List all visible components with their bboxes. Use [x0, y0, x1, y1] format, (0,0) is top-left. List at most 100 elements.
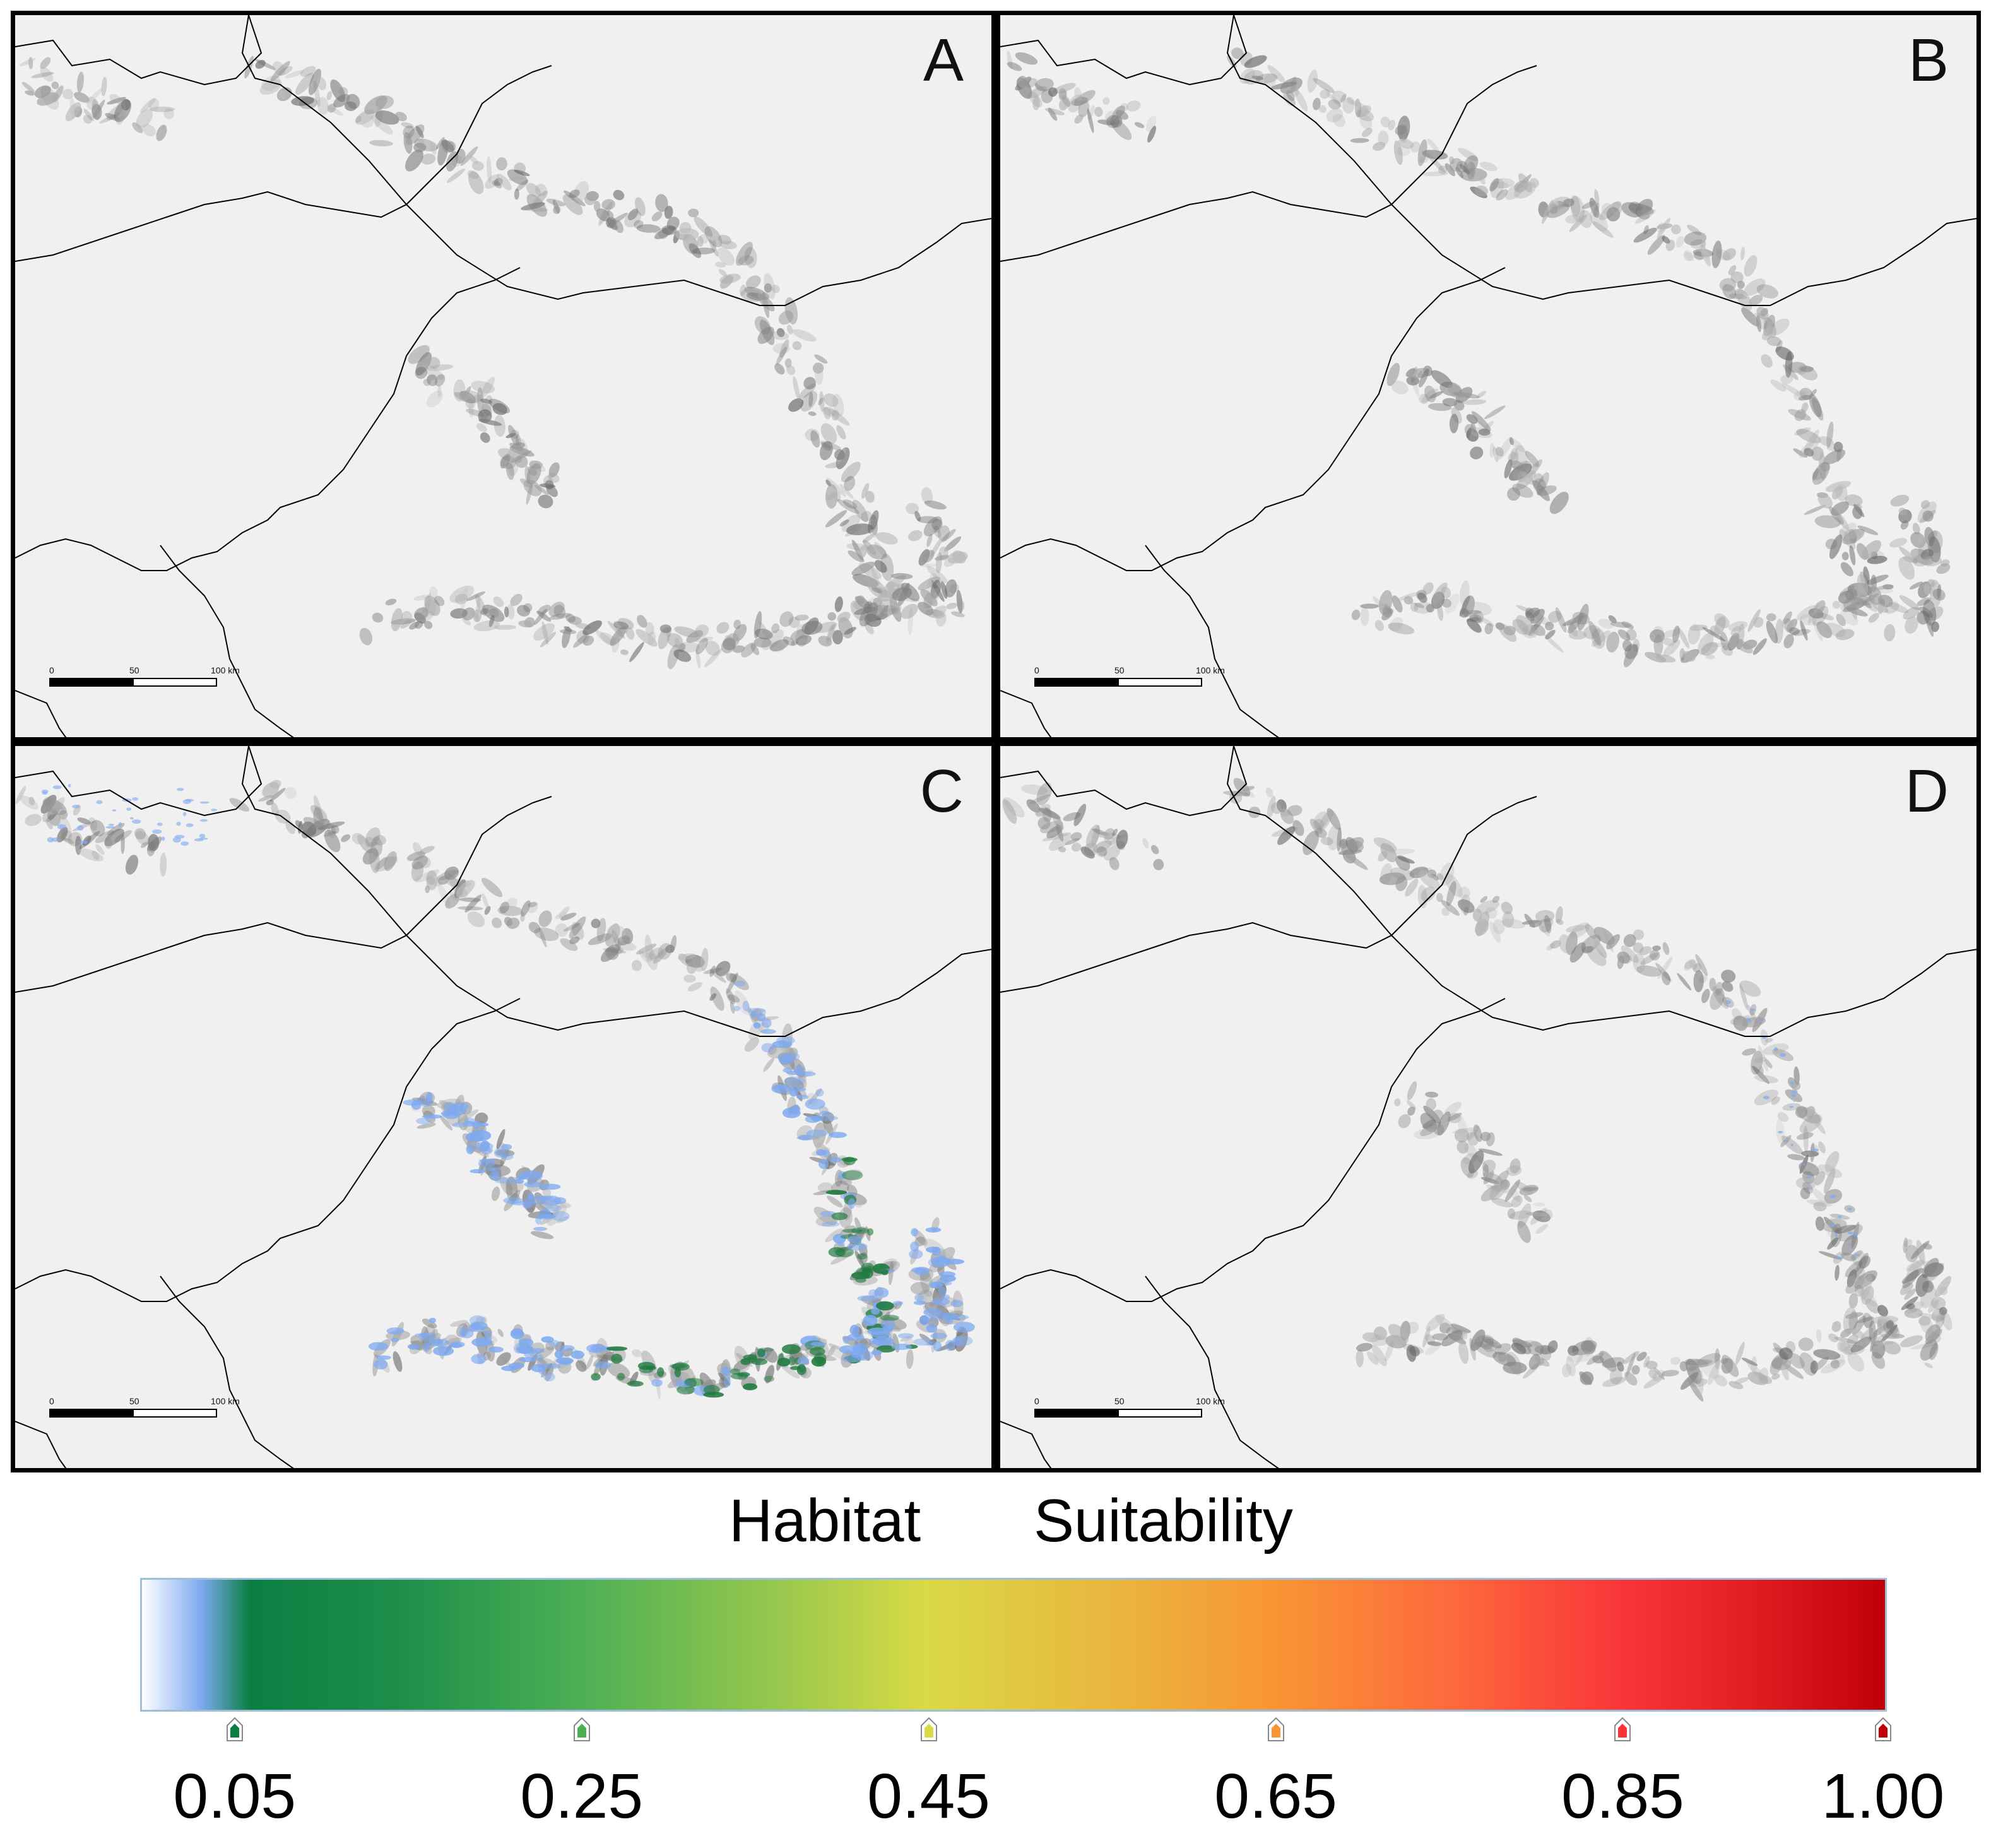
suitability-patch	[1780, 1053, 1786, 1057]
terrain-relief-mark	[1403, 596, 1414, 605]
terrain-relief-mark	[1929, 1342, 1939, 1360]
terrain-relief-mark	[1841, 552, 1849, 560]
terrain-relief-mark	[449, 585, 475, 603]
terrain-relief-mark	[440, 1115, 453, 1131]
terrain-relief-mark	[1021, 784, 1048, 795]
suitability-patch	[416, 1118, 431, 1125]
terrain-relief-mark	[606, 213, 628, 227]
terrain-relief-mark	[1085, 824, 1101, 849]
suitability-patch	[368, 1342, 389, 1351]
suitability-patch	[805, 1098, 825, 1110]
terrain-relief-mark	[1482, 1336, 1502, 1349]
terrain-relief-mark	[492, 917, 502, 928]
terrain-relief-mark	[653, 947, 669, 964]
terrain-relief-mark	[1471, 411, 1491, 432]
terrain-relief-mark	[1834, 1224, 1857, 1234]
terrain-relief-mark	[783, 636, 795, 646]
terrain-relief-mark	[19, 795, 39, 810]
terrain-relief-mark	[1058, 846, 1066, 853]
terrain-relief-mark	[716, 622, 730, 634]
suitability-patch	[842, 1229, 863, 1233]
terrain-relief-mark	[918, 576, 940, 591]
terrain-relief-mark	[596, 918, 606, 942]
terrain-relief-mark	[1728, 621, 1748, 632]
terrain-relief-mark	[1569, 922, 1590, 939]
terrain-relief-mark	[533, 608, 548, 625]
terrain-relief-mark	[1517, 471, 1527, 482]
terrain-relief-mark	[1840, 1328, 1853, 1338]
terrain-relief-mark	[784, 358, 792, 368]
terrain-relief-mark	[786, 324, 793, 335]
terrain-relief-mark	[142, 124, 156, 137]
suitability-patch	[914, 1294, 925, 1302]
terrain-relief-mark	[1909, 581, 1923, 589]
terrain-relief-mark	[786, 365, 796, 376]
terrain-relief-mark	[1850, 1336, 1872, 1353]
terrain-relief-mark	[1504, 1179, 1520, 1202]
terrain-relief-mark	[828, 1345, 836, 1357]
terrain-relief-mark	[491, 1186, 500, 1201]
suitability-patch	[511, 1331, 525, 1336]
terrain-relief-mark	[1360, 607, 1369, 626]
terrain-relief-mark	[115, 98, 126, 126]
terrain-relief-mark	[65, 102, 81, 122]
terrain-relief-mark	[906, 502, 919, 514]
suitability-patch	[779, 1056, 793, 1065]
terrain-relief-mark	[675, 228, 699, 241]
suitability-patch	[753, 1022, 761, 1029]
terrain-relief-mark	[635, 629, 658, 647]
terrain-relief-mark	[1421, 171, 1449, 177]
terrain-relief-mark	[540, 632, 557, 648]
terrain-relief-mark	[1446, 1113, 1462, 1122]
terrain-relief-mark	[1569, 942, 1586, 963]
terrain-relief-mark	[654, 226, 676, 239]
terrain-relief-mark	[1752, 1065, 1770, 1084]
terrain-relief-mark	[1522, 1187, 1539, 1192]
terrain-relief-mark	[704, 226, 723, 247]
terrain-relief-mark	[1870, 1329, 1878, 1352]
terrain-relief-mark	[1441, 598, 1451, 608]
terrain-relief-mark	[92, 850, 100, 860]
terrain-relief-mark	[37, 92, 59, 106]
terrain-relief-mark	[1923, 1262, 1944, 1277]
suitability-patch	[1848, 1244, 1852, 1247]
suitability-patch	[591, 1373, 601, 1381]
terrain-relief-mark	[1351, 609, 1361, 620]
suitability-patch	[543, 1205, 562, 1212]
terrain-relief-mark	[1812, 1117, 1826, 1134]
terrain-relief-mark	[1591, 630, 1610, 647]
terrain-relief-mark	[1804, 429, 1819, 453]
terrain-relief-mark	[331, 825, 340, 834]
suitability-patch	[108, 824, 115, 826]
terrain-relief-mark	[1480, 896, 1488, 903]
terrain-relief-mark	[478, 418, 502, 426]
terrain-relief-mark	[466, 591, 486, 601]
terrain-relief-mark	[1910, 532, 1926, 548]
terrain-relief-mark	[469, 155, 478, 164]
terrain-relief-mark	[1814, 1171, 1825, 1186]
suitability-patch	[1834, 1257, 1843, 1259]
terrain-relief-mark	[610, 626, 627, 646]
country-border-line	[1000, 690, 1052, 737]
legend-tick-label: 0.45	[867, 1761, 990, 1832]
scale-bar-black	[49, 678, 134, 687]
terrain-relief-mark	[1244, 790, 1255, 798]
terrain-relief-mark	[1648, 1369, 1657, 1379]
terrain-relief-mark	[1796, 429, 1821, 444]
terrain-relief-mark	[950, 611, 965, 617]
terrain-relief-mark	[636, 224, 661, 233]
terrain-relief-mark	[1134, 122, 1145, 128]
terrain-relief-mark	[460, 586, 468, 613]
terrain-relief-mark	[1294, 89, 1308, 112]
terrain-relief-mark	[1814, 515, 1841, 528]
suitability-patch	[723, 1376, 731, 1387]
suitability-patch	[481, 1149, 492, 1155]
terrain-relief-mark	[1590, 210, 1608, 232]
terrain-relief-mark	[1758, 1045, 1768, 1072]
terrain-relief-mark	[385, 598, 397, 606]
suitability-patch	[933, 1341, 942, 1352]
country-border-line	[241, 15, 991, 306]
terrain-relief-mark	[940, 581, 948, 599]
terrain-relief-mark	[555, 912, 567, 920]
terrain-relief-mark	[417, 855, 431, 868]
